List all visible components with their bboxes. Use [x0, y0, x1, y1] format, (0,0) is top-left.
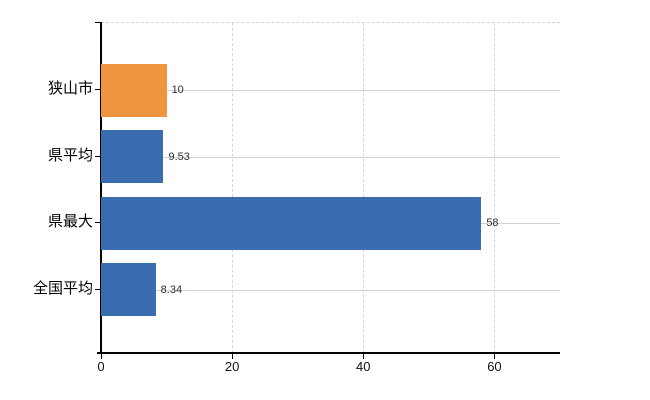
category-label: 県最大: [47, 213, 93, 230]
y-axis-tick: [95, 288, 101, 290]
bar: [101, 263, 156, 316]
bar: [101, 130, 164, 183]
x-tick-label: 60: [487, 359, 502, 374]
category-label: 県平均: [47, 146, 93, 164]
x-axis-tick: [363, 354, 365, 359]
vertical-gridline: [232, 23, 234, 353]
category-gridline: [101, 90, 560, 91]
x-axis-tick: [232, 354, 234, 359]
x-axis-tick: [494, 354, 496, 359]
category-gridline: [101, 289, 560, 291]
y-axis-spine: [100, 22, 102, 352]
category-label: 狭山市: [47, 80, 93, 97]
bar: [101, 63, 167, 117]
value-label: 9.53: [168, 150, 190, 163]
value-label: 10: [171, 84, 184, 96]
x-axis-tick: [101, 354, 102, 359]
plot-area: 10 9.53 58 8.34: [101, 22, 560, 353]
x-tick-label: 40: [356, 359, 371, 374]
y-axis-tick: [95, 22, 101, 23]
y-axis-tick: [95, 89, 101, 90]
y-axis-tick: [95, 222, 101, 223]
value-label: 58: [486, 217, 499, 229]
x-axis-line: [97, 352, 560, 354]
value-label: 8.34: [160, 283, 183, 296]
x-tick-label: 0: [97, 359, 105, 374]
vertical-gridline: [494, 23, 496, 353]
category-label: 全国平均: [32, 279, 93, 297]
category-gridline: [101, 156, 560, 158]
vertical-gridline: [363, 23, 365, 353]
x-tick-label: 20: [224, 359, 240, 374]
y-axis-tick: [95, 155, 101, 157]
bar: [101, 196, 482, 250]
